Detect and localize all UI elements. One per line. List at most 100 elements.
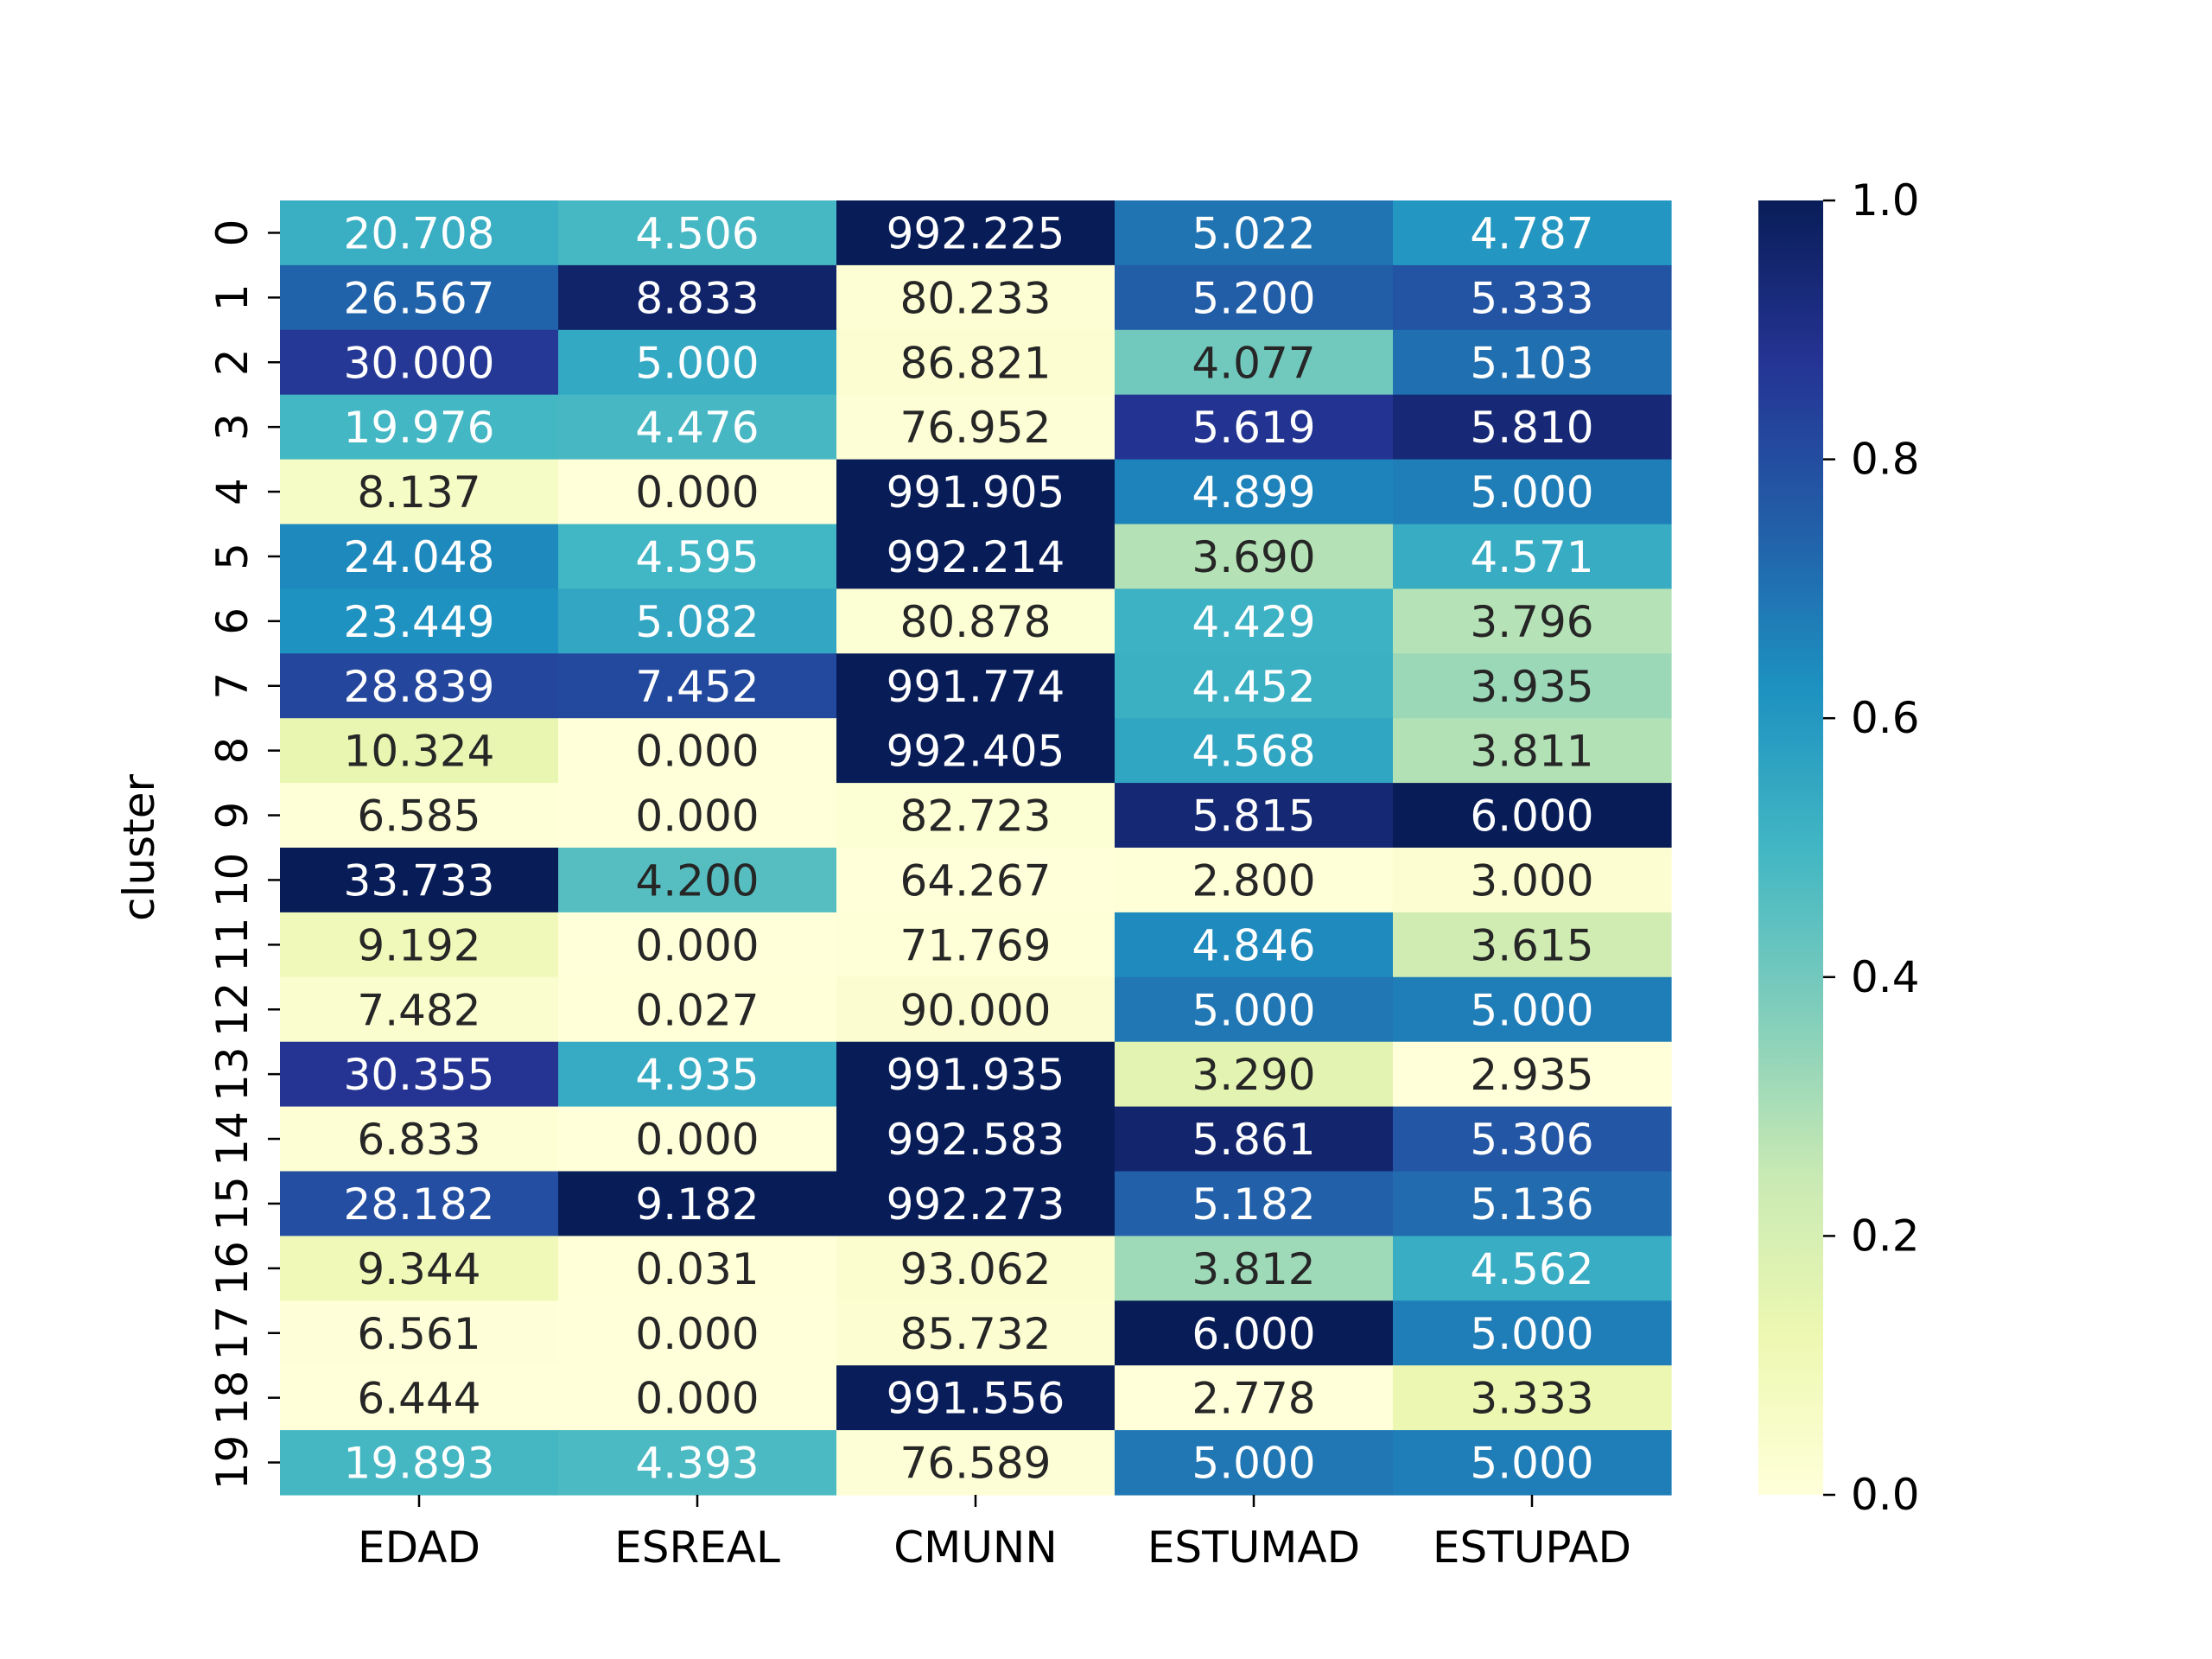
- heatmap-cell-label: 8.137: [357, 467, 480, 518]
- heatmap-cell-label: 2.800: [1192, 855, 1315, 906]
- y-tick-label: 3: [207, 413, 257, 441]
- heatmap-cell-label: 3.615: [1470, 920, 1593, 970]
- heatmap-cell-label: 5.136: [1470, 1179, 1593, 1230]
- heatmap-cell-label: 3.000: [1470, 855, 1593, 906]
- heatmap-cell: [1393, 1041, 1672, 1108]
- heatmap-cell-label: 24.048: [344, 532, 495, 582]
- heatmap-cell-label: 4.935: [635, 1050, 759, 1100]
- heatmap-cell: [280, 1106, 559, 1173]
- heatmap-cell-label: 4.393: [635, 1439, 759, 1489]
- heatmap-cell: [558, 848, 837, 913]
- heatmap-cells: [280, 200, 1672, 1496]
- heatmap-cell-labels: 20.708 4.506 992.225 5.022 4.787 26.567 8.833 8…: [344, 208, 1594, 1488]
- heatmap-cell: [280, 459, 559, 525]
- heatmap-cell-label: 5.810: [1470, 403, 1593, 453]
- heatmap-cell-label: 2.935: [1470, 1050, 1593, 1100]
- heatmap-cell-label: 3.812: [1192, 1244, 1315, 1294]
- y-tick-label: 4: [207, 478, 257, 505]
- heatmap-cell-label: 0.000: [635, 727, 759, 777]
- heatmap-cell-label: 992.214: [887, 532, 1065, 582]
- heatmap-cell-label: 26.567: [344, 273, 495, 323]
- heatmap-cell: [1115, 653, 1394, 719]
- heatmap-cell: [1393, 718, 1672, 784]
- x-tick-label: EDAD: [358, 1522, 480, 1573]
- heatmap-cell-label: 71.769: [900, 920, 1052, 970]
- heatmap-cell: [1115, 524, 1394, 589]
- heatmap-cell-label: 4.595: [635, 532, 759, 582]
- heatmap-cell-label: 991.905: [887, 467, 1065, 518]
- colorbar-tick-label: 1.0: [1851, 175, 1920, 226]
- heatmap-cell: [280, 264, 559, 331]
- heatmap-cell: [1115, 1106, 1394, 1173]
- heatmap-cell: [280, 329, 559, 396]
- heatmap-cell-label: 30.000: [344, 338, 495, 388]
- heatmap-cell-label: 4.568: [1192, 727, 1315, 777]
- heatmap-cell: [1115, 848, 1394, 913]
- heatmap-cell: [558, 394, 837, 461]
- heatmap-cell-label: 4.899: [1192, 467, 1315, 518]
- heatmap-cell-label: 0.000: [635, 920, 759, 970]
- heatmap-cell: [1393, 264, 1672, 331]
- heatmap-cell-label: 992.405: [887, 727, 1065, 777]
- heatmap-cell-label: 80.878: [900, 597, 1052, 647]
- heatmap-cell-label: 5.000: [1470, 1309, 1593, 1359]
- heatmap-cell-label: 5.000: [1470, 985, 1593, 1035]
- y-tick-label: 17: [207, 1306, 257, 1361]
- heatmap-cell-label: 5.333: [1470, 273, 1593, 323]
- heatmap-cell: [280, 1365, 559, 1431]
- heatmap-cell: [1115, 200, 1394, 266]
- heatmap-cell-label: 10.324: [344, 727, 495, 777]
- heatmap-cell: [1115, 1171, 1394, 1236]
- heatmap-cell-label: 5.103: [1470, 338, 1593, 388]
- y-tick-label: 9: [207, 802, 257, 830]
- y-tick-label: 16: [207, 1241, 257, 1296]
- y-tick-label: 5: [207, 543, 257, 570]
- heatmap-cell: [836, 394, 1116, 461]
- colorbar-tick-label: 0.2: [1851, 1211, 1920, 1261]
- heatmap-cell-label: 0.000: [635, 1115, 759, 1165]
- y-tick-label: 18: [207, 1370, 257, 1426]
- heatmap-cell: [1115, 783, 1394, 849]
- heatmap-cell: [836, 848, 1116, 913]
- heatmap-cell-label: 19.976: [344, 403, 495, 453]
- heatmap-cell-label: 90.000: [900, 985, 1052, 1035]
- heatmap-cell: [558, 718, 837, 784]
- heatmap-cell-label: 80.233: [900, 273, 1052, 323]
- heatmap-cell: [1393, 653, 1672, 719]
- colorbar-ticks: 0.0 0.2 0.4 0.6 0.8 1.0: [1823, 175, 1920, 1520]
- heatmap-cell: [836, 912, 1116, 978]
- heatmap-cell-label: 19.893: [344, 1439, 495, 1489]
- colorbar-tick-label: 0.0: [1851, 1470, 1920, 1520]
- heatmap-cell: [836, 1365, 1116, 1431]
- heatmap-cell: [836, 783, 1116, 849]
- y-tick-label: 7: [207, 672, 257, 700]
- heatmap-cell-label: 76.952: [900, 403, 1052, 453]
- heatmap-cell-label: 6.444: [357, 1374, 480, 1424]
- heatmap-cell-label: 6.000: [1470, 791, 1593, 842]
- heatmap-cell-label: 82.723: [900, 791, 1052, 842]
- heatmap-cell-label: 28.839: [344, 662, 495, 712]
- y-tick-label: 19: [207, 1435, 257, 1491]
- heatmap-cell-label: 5.619: [1192, 403, 1315, 453]
- heatmap-cell: [1115, 976, 1394, 1043]
- y-tick-label: 14: [207, 1111, 257, 1166]
- heatmap-cell-label: 3.811: [1470, 727, 1593, 777]
- heatmap-cell-label: 4.787: [1470, 208, 1593, 258]
- heatmap-cell: [558, 1430, 837, 1496]
- heatmap-cell-label: 991.935: [887, 1050, 1065, 1100]
- colorbar-gradient: [1758, 200, 1823, 1495]
- heatmap-cell-label: 5.815: [1192, 791, 1315, 842]
- heatmap-cell: [280, 912, 559, 978]
- heatmap-cell: [1393, 1236, 1672, 1301]
- heatmap-cell: [1393, 976, 1672, 1043]
- heatmap-cell: [280, 588, 559, 654]
- heatmap-cell-label: 0.031: [635, 1244, 759, 1294]
- heatmap-cell: [1393, 329, 1672, 396]
- heatmap-cell-label: 0.000: [635, 1374, 759, 1424]
- heatmap-cell-label: 85.732: [900, 1309, 1052, 1359]
- heatmap-cell: [1393, 1106, 1672, 1173]
- heatmap-cell-label: 991.774: [887, 662, 1065, 712]
- heatmap-cell-label: 7.482: [357, 985, 480, 1035]
- heatmap-cell-label: 86.821: [900, 338, 1052, 388]
- heatmap-cell: [558, 459, 837, 525]
